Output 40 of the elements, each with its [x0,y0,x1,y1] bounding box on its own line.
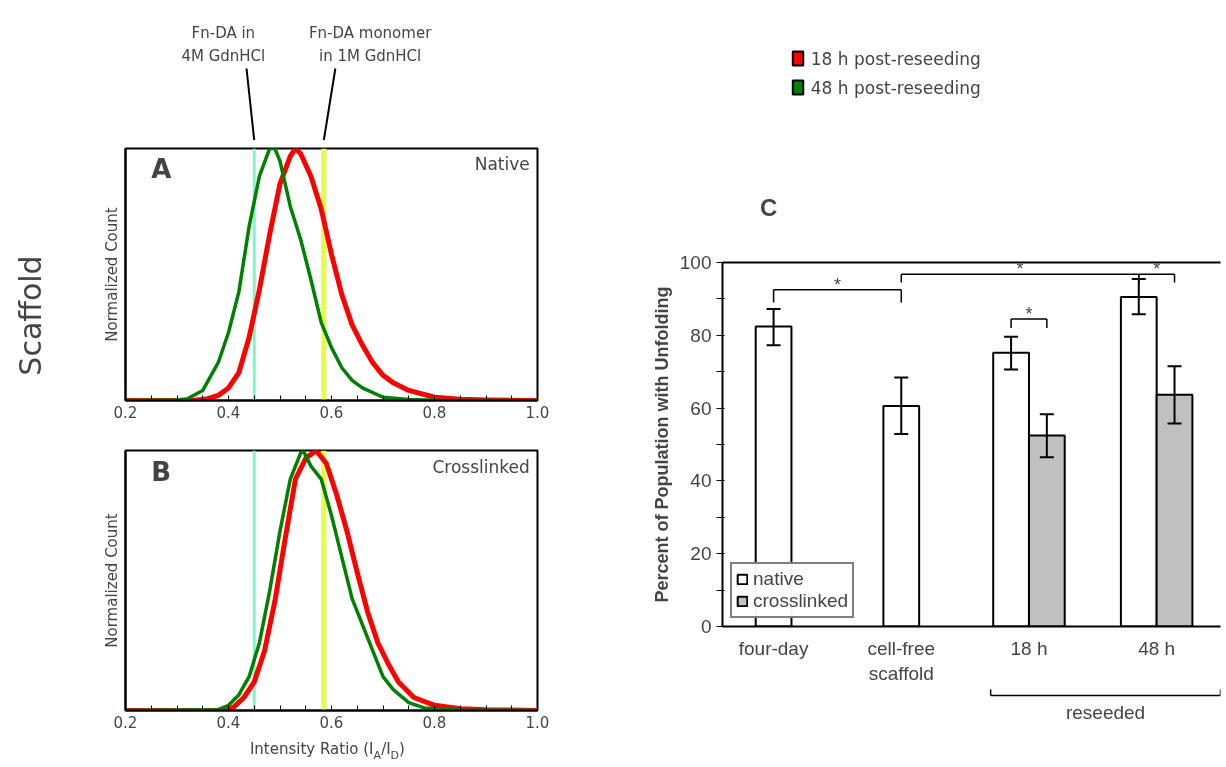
y-axis-title: Percent of Population with Unfolding [651,286,672,603]
annotation: * [1016,258,1024,279]
annotation: * [1025,303,1033,324]
annotation: * [833,274,841,295]
y-tick-label: 60 [690,397,712,419]
annotation: Native [474,153,530,174]
y-tick-label: 0 [700,616,712,637]
x-tick-label: 0.6 [319,403,344,422]
text: reseeded [1065,701,1146,723]
legend-label: crosslinked [753,590,849,612]
band-label: Fn-DA monomer in 1M GdnHCl [308,24,433,65]
x-tick-label: 0.4 [216,713,241,732]
legend-label: 48 h post-reseeding [810,77,981,98]
x-tick-label: 0.2 [113,403,138,422]
x-tick-label: 0.8 [422,403,447,422]
x-tick-label: 18 h [1010,637,1048,659]
ref-line-label: Fn-DA in 4M GdnHCl [181,24,266,65]
legend-label: native [753,568,804,590]
annotation: * [1153,258,1161,279]
legend-label: 18 h post-reseeding [810,48,981,69]
text: C [759,193,778,221]
y-axis-title: Normalized Count [102,513,121,648]
y-tick-label: 80 [690,324,712,346]
x-tick-label: 0.8 [422,713,447,732]
y-tick-label: 20 [690,543,712,565]
x-tick-label: 1.0 [525,713,550,732]
y-tick-label: 40 [690,470,712,492]
x-tick-label: 0.4 [216,403,241,422]
x-tick-label: 0.2 [113,713,138,732]
annotation: Crosslinked [432,456,530,477]
annotation: A [151,153,172,184]
x-tick-label: 0.6 [319,713,344,732]
x-tick-label: 48 h [1138,637,1176,659]
y-tick-label: 100 [679,252,712,273]
annotation: B [151,456,172,487]
text: Scaffold [13,255,48,376]
x-tick-label: 1.0 [525,403,550,422]
x-tick-label: four-day [738,637,809,659]
x-tick-label: cell-free scaffold [867,637,936,684]
y-axis-title: Normalized Count [102,207,121,342]
